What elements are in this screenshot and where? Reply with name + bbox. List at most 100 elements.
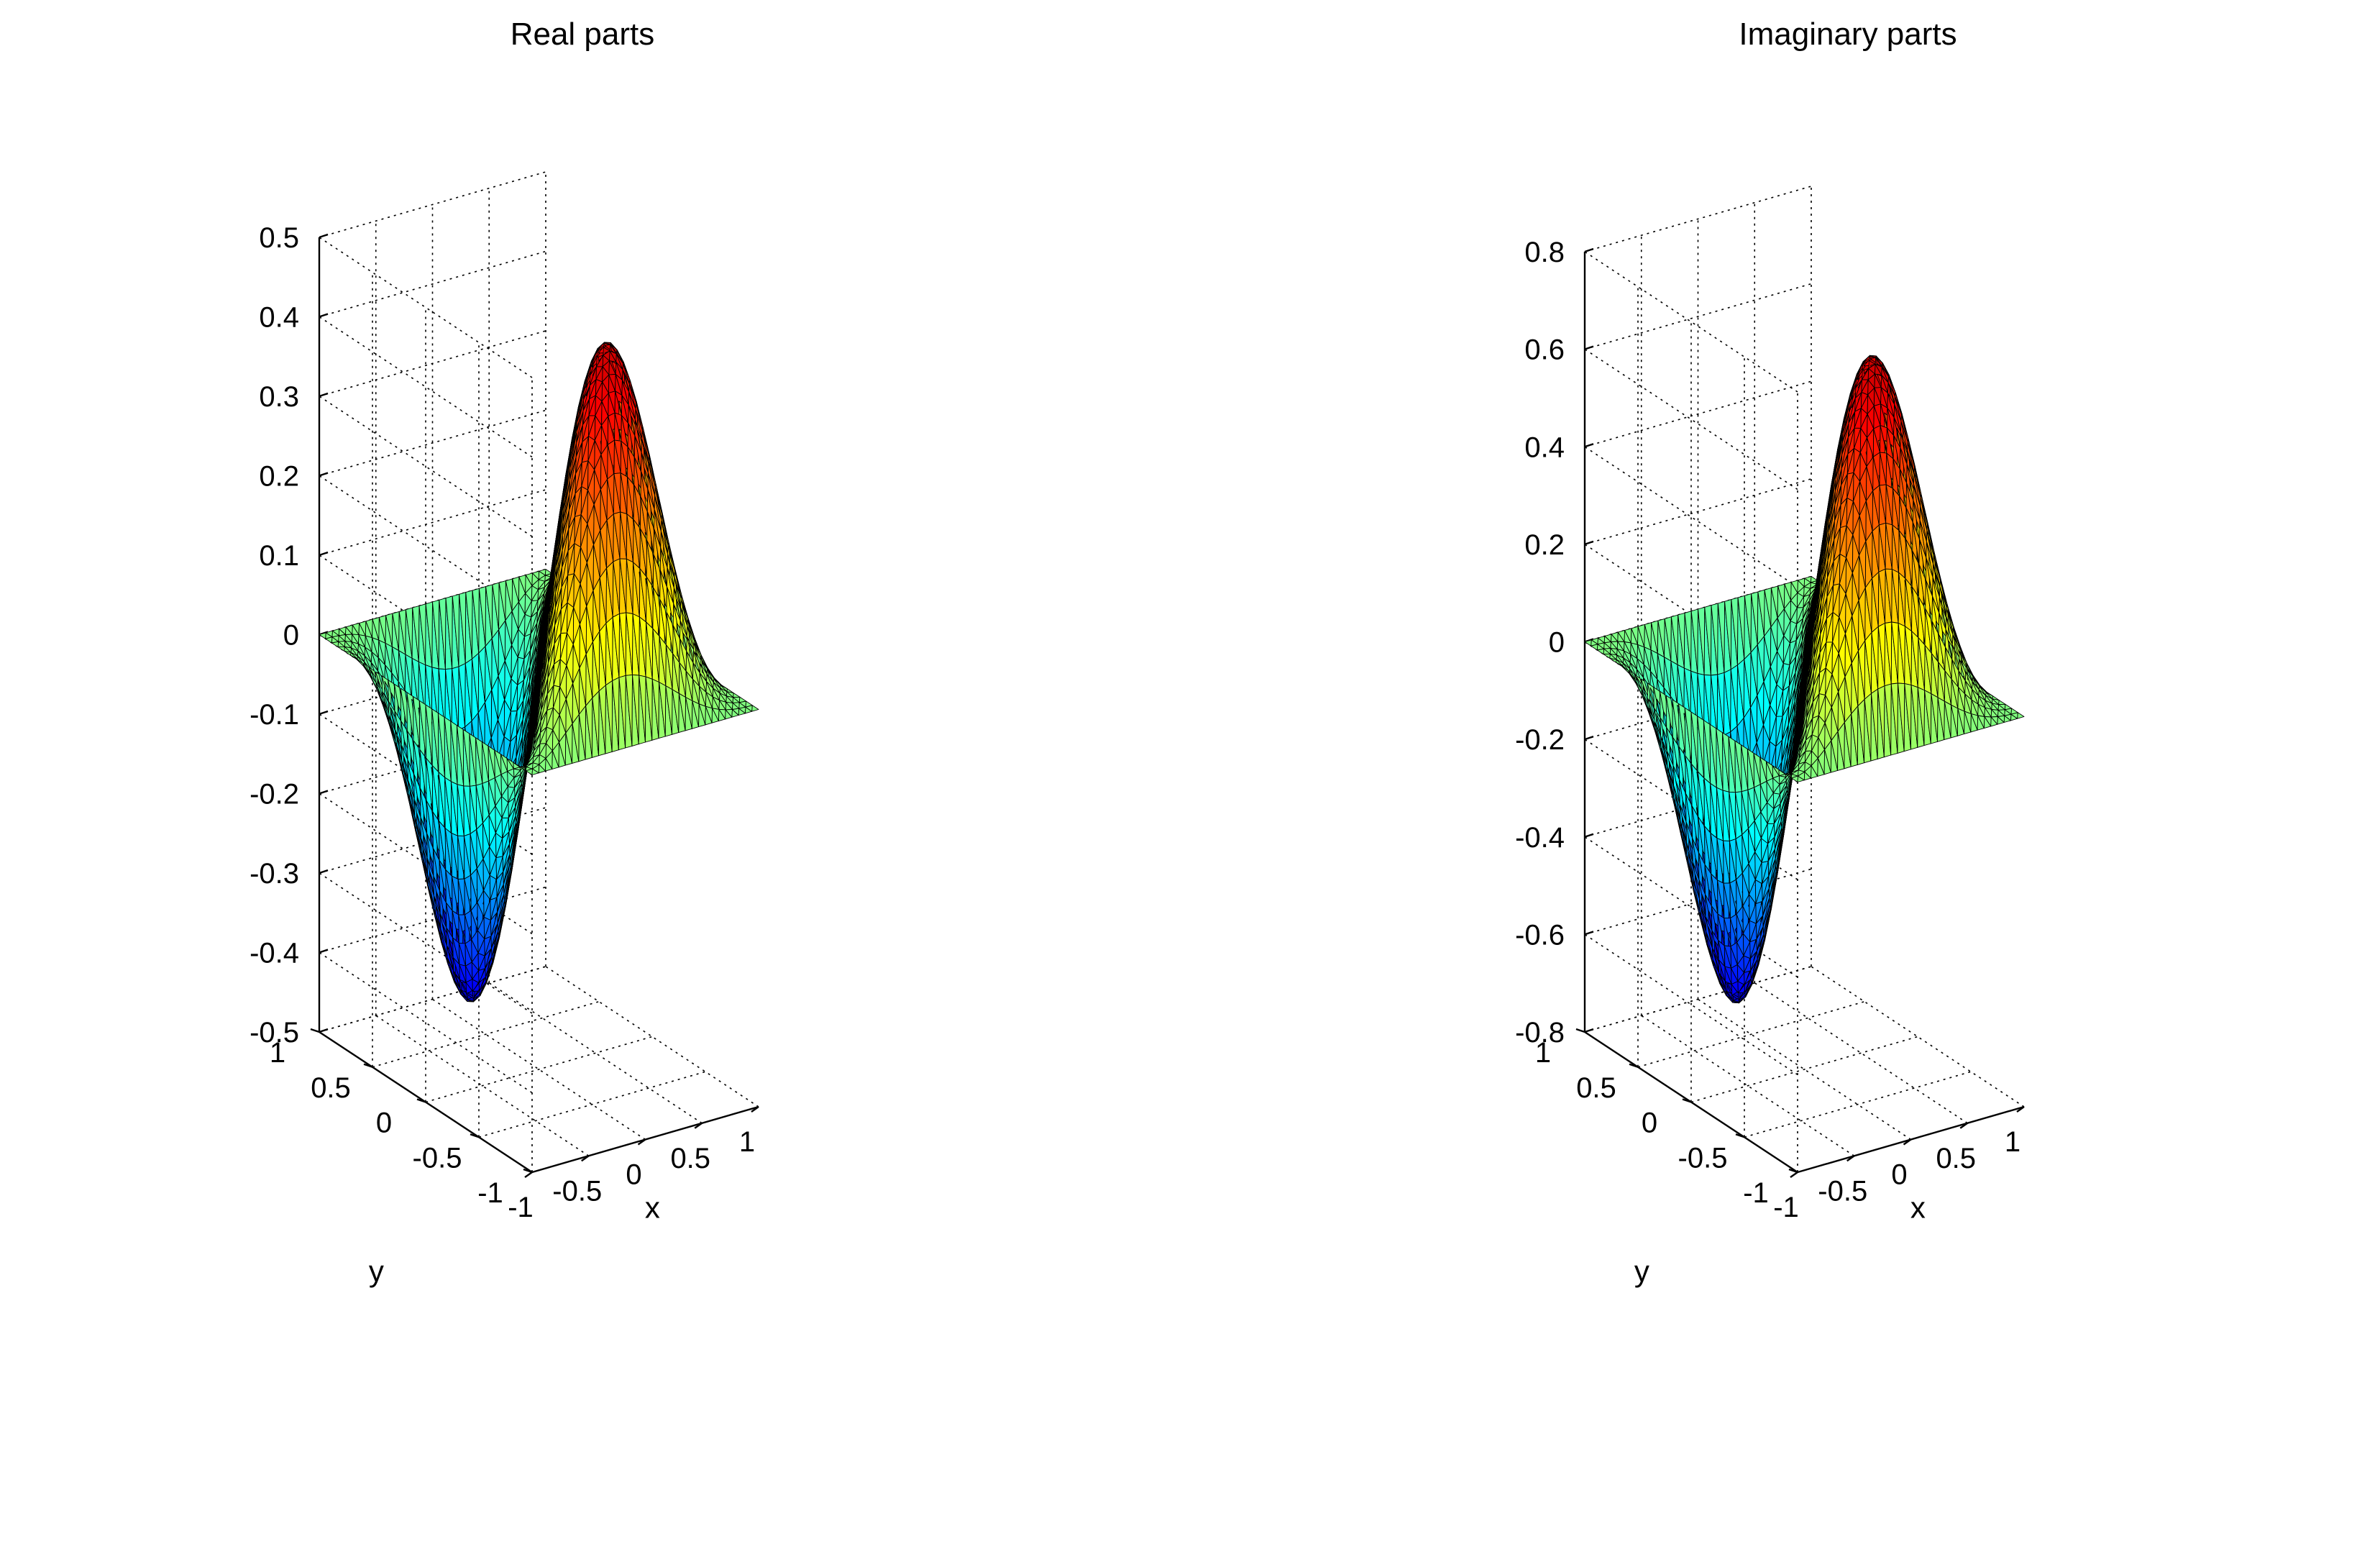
- y-axis-label: y: [1634, 1254, 1649, 1288]
- z-tick-label: -0.6: [1515, 919, 1565, 951]
- z-tick-label: -0.8: [1515, 1017, 1565, 1049]
- z-tick-mark: [1584, 833, 1594, 838]
- grid-line-wall-right-z: [1584, 186, 1812, 252]
- subplot-real-parts: Real parts -1-0.500.51-1-0.500.51-0.5-0.…: [250, 17, 759, 1288]
- z-tick-label: 0.2: [1524, 529, 1565, 561]
- x-tick-mark: [524, 1172, 533, 1178]
- tick-labels: -1-0.500.51-1-0.500.51-0.5-0.4-0.3-0.2-0…: [250, 222, 755, 1223]
- grid-line-wall-left-z: [1584, 251, 1798, 393]
- x-tick-label: 1: [2005, 1126, 2020, 1158]
- x-tick-mark: [581, 1155, 590, 1162]
- z-tick-label: 0.4: [1524, 431, 1565, 463]
- y-tick-label: -1: [477, 1177, 503, 1209]
- grid-line-floor-x: [1811, 966, 2025, 1107]
- z-tick-mark: [319, 869, 329, 874]
- x-axis-label: x: [1910, 1190, 1926, 1224]
- chart-title: Real parts: [511, 17, 655, 52]
- grid-line-wall-right-z: [319, 409, 546, 477]
- y-axis-label: y: [369, 1254, 384, 1288]
- grid-line-wall-right-z: [319, 886, 546, 954]
- z-tick-label: 0: [283, 620, 299, 652]
- x-tick-label: -1: [1773, 1192, 1799, 1223]
- y-tick-mark: [416, 1098, 426, 1103]
- z-tick-mark: [319, 392, 329, 398]
- surface-patch: [733, 693, 741, 698]
- grid-line-floor-y: [372, 1000, 600, 1068]
- z-tick-label: -0.2: [1515, 724, 1565, 756]
- y-tick-label: 0.5: [1576, 1072, 1616, 1104]
- grid-line-wall-right-z: [319, 489, 546, 556]
- grid-line-wall-right-z: [1584, 966, 1812, 1033]
- y-tick-mark: [363, 1063, 373, 1068]
- x-tick-label: -1: [508, 1192, 534, 1223]
- x-tick-label: -0.5: [1818, 1175, 1867, 1207]
- grid-line-floor-y: [1744, 1071, 1972, 1138]
- z-tick-mark: [1584, 735, 1594, 741]
- y-tick-label: 0: [376, 1107, 392, 1139]
- surface-patches: [1584, 355, 2025, 1004]
- x-axis-label: x: [645, 1190, 660, 1224]
- grid-line-wall-right-z: [319, 171, 546, 238]
- x-tick-mark: [1846, 1155, 1855, 1162]
- x-tick-label: 0.5: [670, 1143, 710, 1174]
- grid-line-floor-y: [1637, 1000, 1865, 1068]
- surface-patch: [751, 705, 759, 712]
- x-tick-mark: [2016, 1106, 2025, 1113]
- z-tick-label: -0.4: [1515, 822, 1565, 854]
- surface-patch: [2017, 712, 2025, 719]
- x-tick-label: 0.5: [1936, 1143, 1976, 1174]
- z-tick-label: 0.5: [259, 222, 299, 254]
- z-tick-mark: [1584, 247, 1594, 253]
- subplot-imaginary-parts: Imaginary parts -1-0.500.51-1-0.500.51-0…: [1515, 17, 2025, 1288]
- z-tick-label: 0.3: [259, 381, 299, 413]
- grid-line-wall-right-z: [319, 250, 546, 318]
- y-tick-mark: [1682, 1098, 1692, 1103]
- y-tick-label: 0: [1642, 1107, 1657, 1139]
- z-tick-mark: [1584, 931, 1594, 936]
- grid-line-floor-x: [545, 966, 759, 1107]
- grid-line-wall-right-z: [1584, 283, 1812, 350]
- grid-line-floor-y: [1690, 1036, 1918, 1103]
- z-tick-label: 0.8: [1524, 237, 1565, 268]
- z-tick-label: -0.5: [250, 1017, 299, 1049]
- z-tick-mark: [1584, 540, 1594, 546]
- y-tick-mark: [310, 1028, 320, 1033]
- x-tick-mark: [1959, 1122, 1968, 1129]
- x-tick-mark: [694, 1122, 702, 1129]
- grid-line-wall-right-z: [319, 330, 546, 397]
- y-tick-mark: [523, 1168, 533, 1174]
- z-tick-mark: [319, 472, 329, 477]
- x-tick-mark: [1903, 1138, 1912, 1146]
- chart-title: Imaginary parts: [1739, 17, 1956, 52]
- z-tick-label: -0.2: [250, 779, 299, 810]
- x-tick-mark: [751, 1106, 759, 1113]
- y-tick-label: -1: [1743, 1177, 1769, 1209]
- x-tick-mark: [1790, 1172, 1798, 1178]
- grid-line-wall-right-z: [1584, 380, 1812, 448]
- z-tick-mark: [319, 1028, 329, 1033]
- grid-line-wall-right-z: [1584, 478, 1812, 545]
- y-tick-label: -0.5: [413, 1142, 462, 1174]
- surface-patch: [1596, 648, 1605, 655]
- surface-patch: [1998, 700, 2006, 705]
- z-tick-label: 0.1: [259, 540, 299, 572]
- z-tick-mark: [319, 551, 329, 557]
- z-tick-mark: [319, 233, 329, 239]
- y-tick-mark: [1735, 1133, 1745, 1138]
- x-tick-label: 0: [626, 1159, 641, 1191]
- y-tick-mark: [1575, 1028, 1585, 1033]
- surface-patch: [337, 646, 345, 652]
- tick-labels: -1-0.500.51-1-0.500.51-0.8-0.6-0.4-0.200…: [1515, 237, 2020, 1223]
- grid-line-floor-y: [425, 1036, 653, 1103]
- z-tick-label: -0.1: [250, 699, 299, 731]
- y-tick-mark: [1629, 1063, 1639, 1068]
- z-tick-label: 0.2: [259, 461, 299, 493]
- z-tick-label: 0.6: [1524, 334, 1565, 366]
- z-tick-label: -0.3: [250, 858, 299, 890]
- grid-line-floor-y: [478, 1071, 706, 1138]
- z-tick-label: -0.4: [250, 938, 299, 969]
- y-tick-mark: [470, 1133, 480, 1138]
- z-tick-mark: [319, 790, 329, 795]
- z-tick-mark: [319, 949, 329, 954]
